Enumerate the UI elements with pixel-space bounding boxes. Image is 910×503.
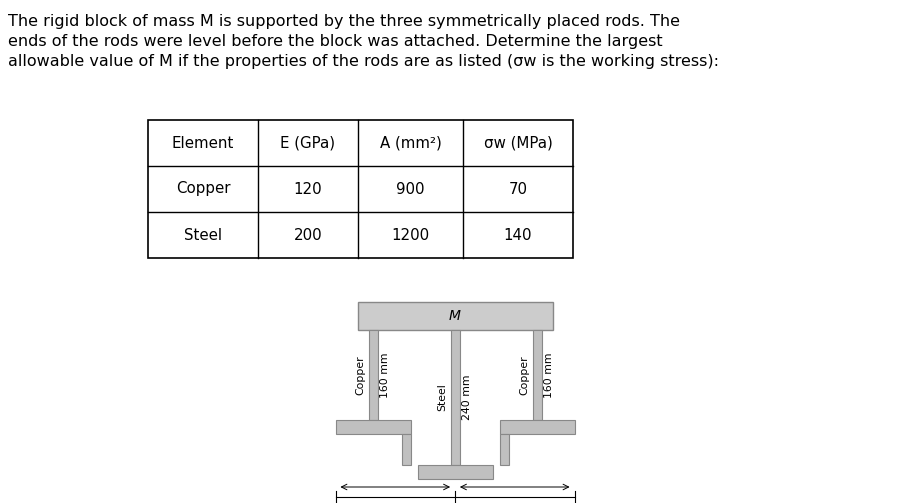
Bar — [532, 330, 541, 420]
Text: Copper: Copper — [176, 182, 230, 197]
Text: A (mm²): A (mm²) — [379, 135, 441, 150]
Text: 120: 120 — [294, 182, 322, 197]
Text: E (GPa): E (GPa) — [280, 135, 336, 150]
Text: σw (MPa): σw (MPa) — [483, 135, 552, 150]
Text: Copper: Copper — [356, 355, 366, 395]
Text: 160 mm: 160 mm — [380, 352, 390, 398]
Text: 140: 140 — [504, 227, 532, 242]
Text: 70: 70 — [509, 182, 528, 197]
Text: 200: 200 — [294, 227, 322, 242]
Text: 240 mm: 240 mm — [462, 375, 472, 420]
Bar — [500, 420, 574, 434]
Bar — [148, 120, 573, 258]
Text: Steel: Steel — [438, 384, 448, 411]
Bar — [358, 302, 552, 330]
Text: 160 mm: 160 mm — [544, 352, 554, 398]
Bar — [336, 420, 410, 434]
Text: Element: Element — [172, 135, 234, 150]
Text: Copper: Copper — [520, 355, 530, 395]
Bar — [500, 434, 509, 465]
Text: allowable value of M if the properties of the rods are as listed (σw is the work: allowable value of M if the properties o… — [8, 54, 719, 69]
Bar — [450, 330, 460, 465]
Text: ends of the rods were level before the block was attached. Determine the largest: ends of the rods were level before the b… — [8, 34, 662, 49]
Bar — [418, 465, 492, 479]
Text: 1200: 1200 — [391, 227, 430, 242]
Text: M: M — [449, 309, 461, 323]
Bar — [401, 434, 410, 465]
Bar — [369, 330, 378, 420]
Text: 900: 900 — [396, 182, 425, 197]
Text: The rigid block of mass M is supported by the three symmetrically placed rods. T: The rigid block of mass M is supported b… — [8, 14, 680, 29]
Text: Steel: Steel — [184, 227, 222, 242]
